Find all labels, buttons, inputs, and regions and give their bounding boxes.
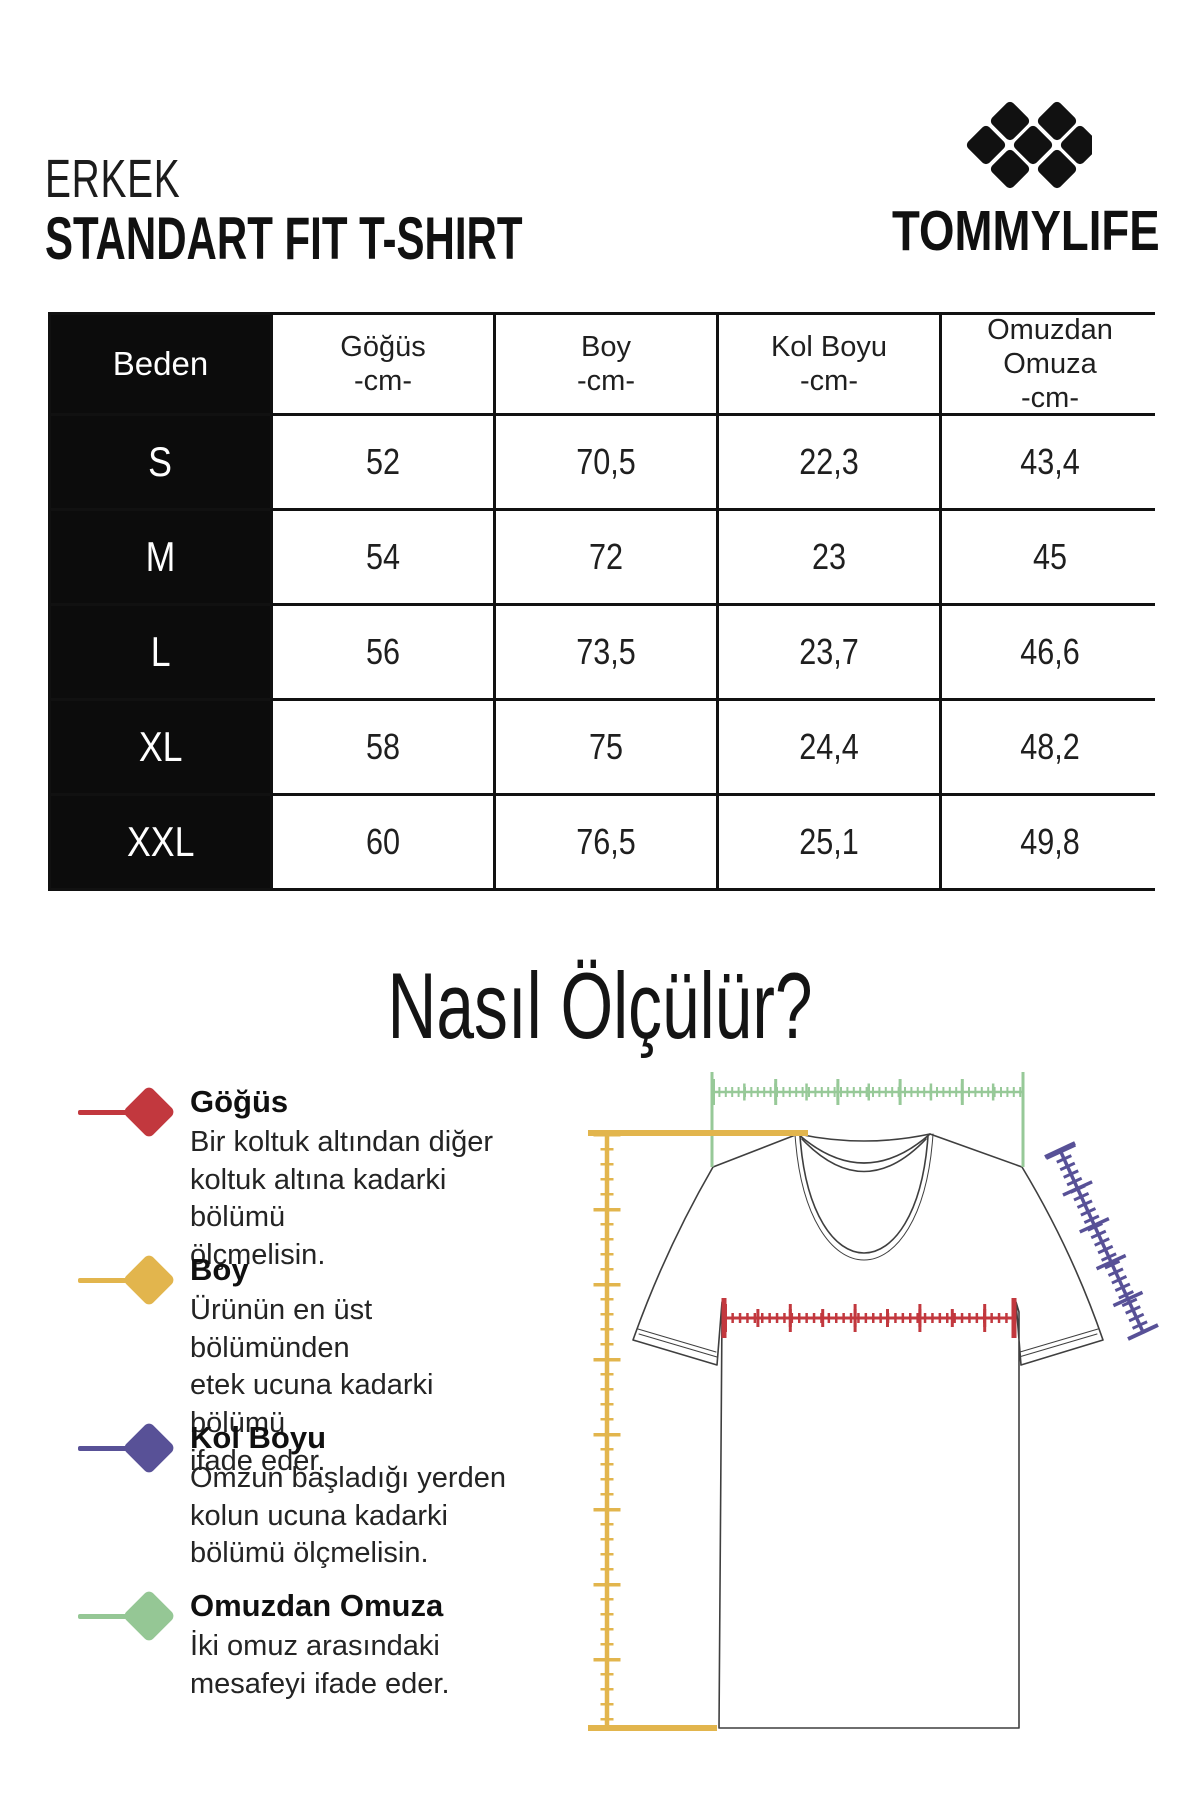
tshirt-outline [632, 1133, 1104, 1729]
table-cell: 49,8 [942, 796, 1158, 888]
size-label-l: L [51, 606, 270, 698]
table-cell: 24,4 [719, 701, 939, 793]
diamond-icon [122, 1085, 176, 1139]
legend-label: Omuzdan Omuza [190, 1588, 444, 1623]
shoulder-ruler-green [710, 1072, 1025, 1167]
tommylife-diamonds-logo [966, 101, 1092, 189]
marker-line [78, 1278, 142, 1283]
table-cell: 56 [273, 606, 493, 698]
table-cell: 54 [273, 511, 493, 603]
brand-name: TOMMYLIFE [892, 199, 1160, 263]
legend-item-sleeve: Kol Boyu Omzun başladığı yerden kolun uc… [78, 1420, 518, 1573]
table-cell: 60 [273, 796, 493, 888]
table-cell: 72 [496, 511, 716, 603]
table-cell: 22,3 [719, 416, 939, 508]
table-cell: 25,1 [719, 796, 939, 888]
legend-description: İki omuz arasındaki mesafeyi ifade eder. [190, 1630, 450, 1700]
table-cell: 76,5 [496, 796, 716, 888]
table-header-length: Boy -cm- [496, 315, 716, 413]
table-header-sleeve: Kol Boyu -cm- [719, 315, 939, 413]
legend-item-shoulder: Omuzdan Omuza İki omuz arasındaki mesafe… [78, 1588, 518, 1703]
legend-label: Göğüs [190, 1084, 289, 1119]
shoulder-diamond-icon [78, 1589, 178, 1643]
size-table: Beden Göğüs -cm- Boy -cm- Kol Boyu -cm- … [48, 312, 1158, 891]
table-cell: 73,5 [496, 606, 716, 698]
chest-diamond-icon [78, 1085, 178, 1139]
legend-item-chest: Göğüs Bir koltuk altından diğer koltuk a… [78, 1084, 518, 1275]
marker-line [78, 1110, 142, 1115]
length-ruler-yellow [588, 1130, 808, 1731]
how-to-measure-heading: Nasıl Ölçülür? [387, 953, 813, 1058]
diamond-icon [122, 1589, 176, 1643]
legend-description: Ürünün en üst bölümünden etek ucuna kada… [190, 1294, 434, 1477]
table-cell: 23,7 [719, 606, 939, 698]
table-cell: 48,2 [942, 701, 1158, 793]
marker-line [78, 1614, 142, 1619]
table-header-chest: Göğüs -cm- [273, 315, 493, 413]
table-cell: 52 [273, 416, 493, 508]
table-cell: 70,5 [496, 416, 716, 508]
length-diamond-icon [78, 1253, 178, 1307]
legend-description: Bir koltuk altından diğer koltuk altına … [190, 1126, 494, 1272]
size-label-m: M [51, 511, 270, 603]
table-cell: 75 [496, 701, 716, 793]
sleeve-ruler-purple [1044, 1141, 1159, 1341]
table-cell: 23 [719, 511, 939, 603]
marker-line [78, 1446, 142, 1451]
tshirt-measurement-diagram [588, 1072, 1159, 1731]
table-cell: 43,4 [942, 416, 1158, 508]
sleeve-diamond-icon [78, 1421, 178, 1475]
legend-description: Omzun başladığı yerden kolun ucuna kadar… [190, 1462, 506, 1570]
legend-item-length: Boy Ürünün en üst bölümünden etek ucuna … [78, 1252, 518, 1480]
table-header-shoulder: Omuzdan Omuza -cm- [942, 314, 1158, 414]
page-title: STANDART FIT T-SHIRT [45, 205, 523, 272]
size-label-xl: XL [51, 701, 270, 793]
size-label-xxl: XXL [51, 796, 270, 888]
legend-label: Boy [190, 1252, 249, 1287]
table-cell: 58 [273, 701, 493, 793]
legend-label: Kol Boyu [190, 1420, 327, 1455]
table-cell: 45 [942, 511, 1158, 603]
category-title: ERKEK [45, 149, 181, 209]
diamond-icon [122, 1253, 176, 1307]
diamond-icon [122, 1421, 176, 1475]
size-label-s: S [51, 416, 270, 508]
table-header-beden: Beden [51, 315, 270, 413]
table-cell: 46,6 [942, 606, 1158, 698]
chest-ruler-red [721, 1298, 1017, 1338]
